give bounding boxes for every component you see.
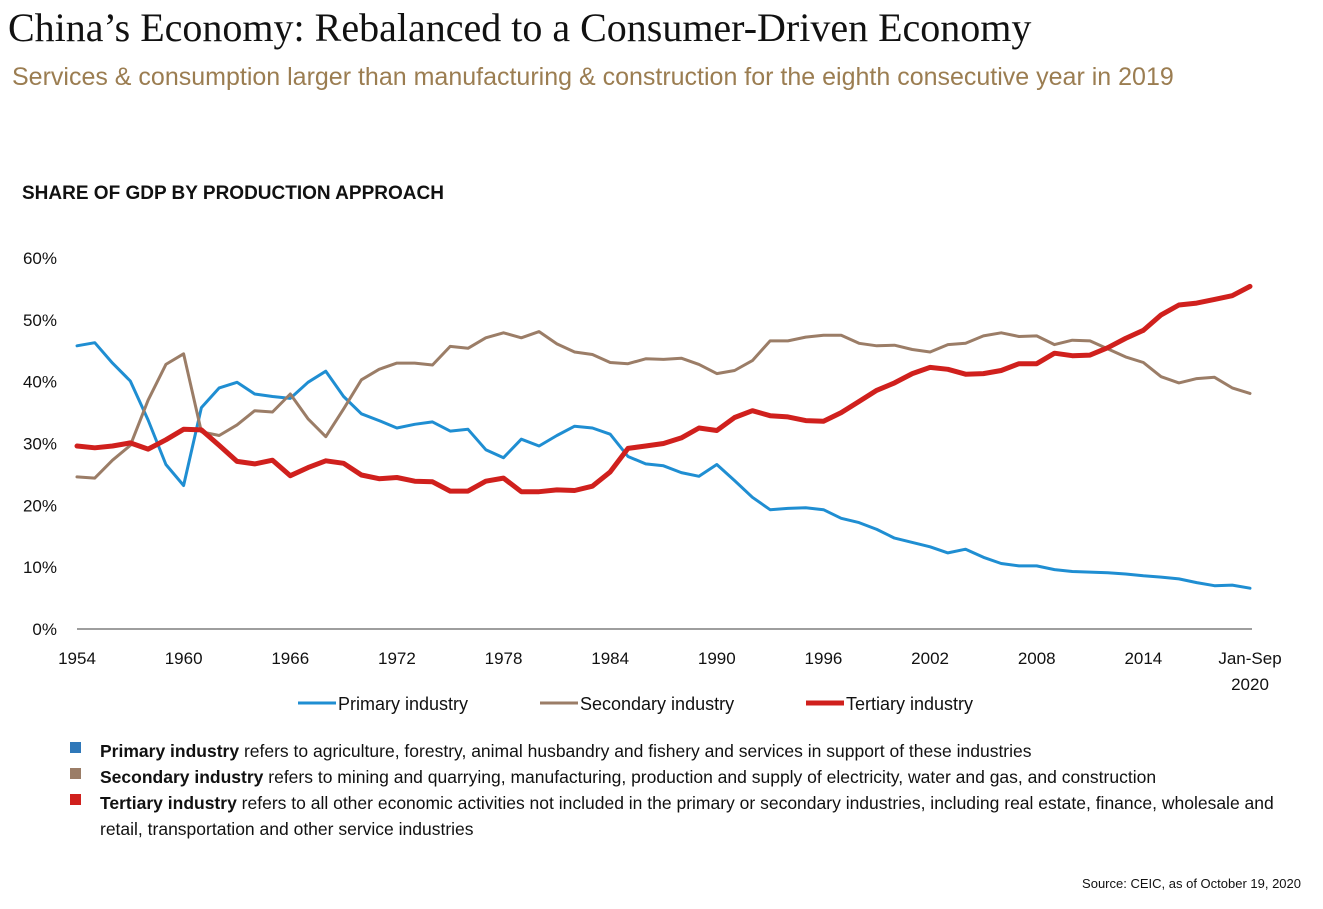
definition-tertiary: Tertiary industry refers to all other ec… xyxy=(70,790,1315,842)
line-chart: 0% 10% 20% 30% 40% 50% 60% 1954 1960 1966 1972 1978… xyxy=(23,249,1282,714)
x-tick-label: 1996 xyxy=(805,649,843,668)
definition-primary: Primary industry refers to agriculture, … xyxy=(70,738,1315,764)
page-title: China’s Economy: Rebalanced to a Consume… xyxy=(8,5,1032,50)
legend-label: Primary industry xyxy=(338,694,468,714)
x-tick-label: 2014 xyxy=(1124,649,1162,668)
primary-square-icon xyxy=(70,742,81,753)
x-tick-label: 1960 xyxy=(165,649,203,668)
y-tick-label: 20% xyxy=(23,496,57,515)
definition-text: refers to mining and quarrying, manufact… xyxy=(263,767,1157,787)
x-tick-label: 1972 xyxy=(378,649,416,668)
x-tick-label: 2002 xyxy=(911,649,949,668)
legend-label: Tertiary industry xyxy=(846,694,973,714)
definition-text: refers to all other economic activities … xyxy=(100,793,1274,839)
y-tick-label: 60% xyxy=(23,249,57,268)
x-tick-label: 1966 xyxy=(271,649,309,668)
definition-text: refers to agriculture, forestry, animal … xyxy=(239,741,1032,761)
x-tick-label-line2: 2020 xyxy=(1231,675,1269,694)
y-tick-label: 10% xyxy=(23,558,57,577)
y-tick-label: 0% xyxy=(32,620,57,639)
y-tick-label: 30% xyxy=(23,435,57,454)
legend-label: Secondary industry xyxy=(580,694,734,714)
definition-term: Tertiary industry xyxy=(100,793,237,813)
secondary-square-icon xyxy=(70,768,81,779)
x-tick-label: 1978 xyxy=(485,649,523,668)
y-tick-label: 40% xyxy=(23,373,57,392)
x-tick-label: 1990 xyxy=(698,649,736,668)
x-tick-label: Jan-Sep xyxy=(1218,649,1281,668)
x-tick-label: 1954 xyxy=(58,649,96,668)
page-subtitle: Services & consumption larger than manuf… xyxy=(12,63,1174,91)
source-note: Source: CEIC, as of October 19, 2020 xyxy=(1082,876,1301,891)
chart-title: SHARE OF GDP BY PRODUCTION APPROACH xyxy=(22,183,444,204)
definition-secondary: Secondary industry refers to mining and … xyxy=(70,764,1315,790)
definition-term: Primary industry xyxy=(100,741,240,761)
definitions: Primary industry refers to agriculture, … xyxy=(70,738,1315,842)
series-line-secondary-industry xyxy=(75,330,1252,480)
definition-term: Secondary industry xyxy=(100,767,264,787)
series-line-tertiary-industry xyxy=(74,283,1253,495)
series-line-primary-industry xyxy=(75,341,1252,590)
tertiary-square-icon xyxy=(70,794,81,805)
x-tick-label: 1984 xyxy=(591,649,629,668)
y-tick-label: 50% xyxy=(23,311,57,330)
x-tick-label: 2008 xyxy=(1018,649,1056,668)
